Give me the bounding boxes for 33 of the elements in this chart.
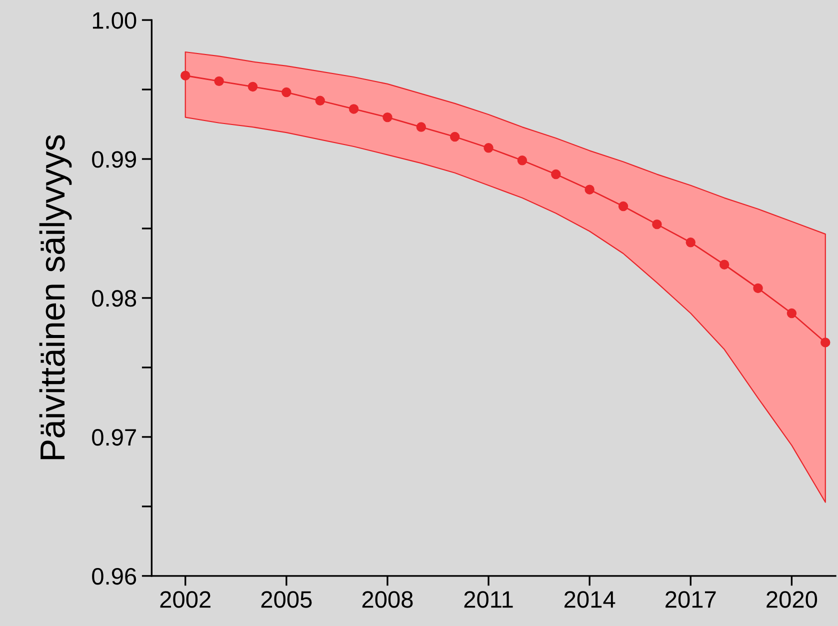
point xyxy=(786,308,797,318)
point xyxy=(618,201,628,212)
x-tick-label: 2014 xyxy=(564,591,616,608)
y-tick-label: 0.97 xyxy=(92,429,136,446)
x-tick-label: 2020 xyxy=(766,591,818,608)
y-tick-label: 0.99 xyxy=(92,151,136,168)
point xyxy=(484,143,494,153)
point xyxy=(282,87,292,98)
point xyxy=(416,122,426,132)
point xyxy=(820,338,830,348)
point xyxy=(382,112,392,122)
point xyxy=(686,238,696,248)
point xyxy=(584,184,594,194)
y-tick-label: 1.00 xyxy=(92,12,136,29)
point xyxy=(551,169,561,180)
y-tick-label: 0.96 xyxy=(92,568,136,585)
y-axis-title: Päivittäinen säilyvyys xyxy=(39,135,72,460)
point xyxy=(719,260,730,270)
x-tick-label: 2005 xyxy=(261,591,312,608)
point xyxy=(450,132,460,142)
point xyxy=(315,96,325,106)
x-tick-label: 2017 xyxy=(666,591,716,608)
point xyxy=(652,219,662,230)
point xyxy=(214,76,224,86)
y-tick-label: 0.98 xyxy=(92,290,136,307)
point xyxy=(348,104,359,114)
x-tick-label: 2002 xyxy=(160,591,210,608)
point xyxy=(180,70,190,80)
x-tick-label: 2008 xyxy=(362,591,413,608)
point xyxy=(753,283,763,294)
point xyxy=(248,82,258,92)
x-tick-label: 2011 xyxy=(464,591,513,608)
point xyxy=(517,156,528,166)
